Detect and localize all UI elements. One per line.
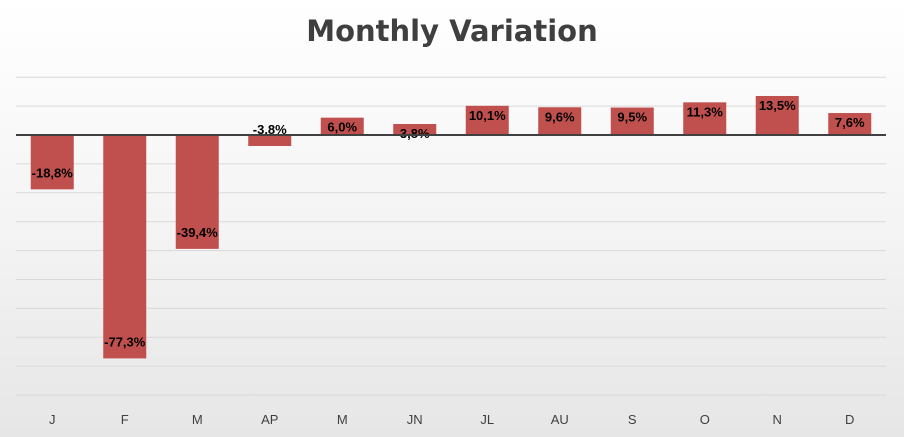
- x-tick-label-4: M: [337, 412, 348, 427]
- bar-0: [30, 135, 74, 190]
- data-label-1: -77,3%: [104, 334, 146, 349]
- bar-9: [683, 102, 727, 135]
- bar-6: [465, 105, 509, 135]
- x-tick-label-5: JN: [407, 412, 423, 427]
- data-label-2: -39,4%: [177, 225, 219, 240]
- bar-3: [248, 135, 292, 146]
- bar-10: [755, 95, 799, 135]
- data-label-9: 11,3%: [687, 104, 724, 119]
- data-label-3: -3,8%: [253, 122, 287, 137]
- data-label-4: 6,0%: [327, 120, 357, 135]
- x-tick-label-3: AP: [261, 412, 278, 427]
- bar-11: [828, 113, 872, 135]
- bar-2: [175, 135, 219, 249]
- data-label-8: 9,5%: [617, 110, 647, 125]
- x-tick-label-0: J: [49, 412, 56, 427]
- x-tick-label-11: D: [845, 412, 854, 427]
- x-tick-label-6: JL: [480, 412, 494, 427]
- x-tick-label-10: N: [773, 412, 782, 427]
- x-tick-label-2: M: [192, 412, 203, 427]
- bar-5: [393, 124, 437, 135]
- data-label-10: 13,5%: [759, 98, 796, 113]
- bar-1: [103, 135, 147, 359]
- chart-title: Monthly Variation: [306, 14, 598, 48]
- bar-7: [538, 107, 582, 135]
- bar-4: [320, 117, 364, 135]
- x-tick-label-9: O: [700, 412, 710, 427]
- x-tick-label-1: F: [121, 412, 129, 427]
- x-tick-label-7: AU: [551, 412, 569, 427]
- bar-8: [610, 107, 654, 135]
- data-label-7: 9,6%: [545, 109, 575, 124]
- x-tick-label-8: S: [628, 412, 637, 427]
- data-label-11: 7,6%: [835, 115, 865, 130]
- data-label-0: -18,8%: [32, 165, 74, 180]
- data-label-5: 3,8%: [400, 126, 430, 141]
- data-label-6: 10,1%: [469, 108, 506, 123]
